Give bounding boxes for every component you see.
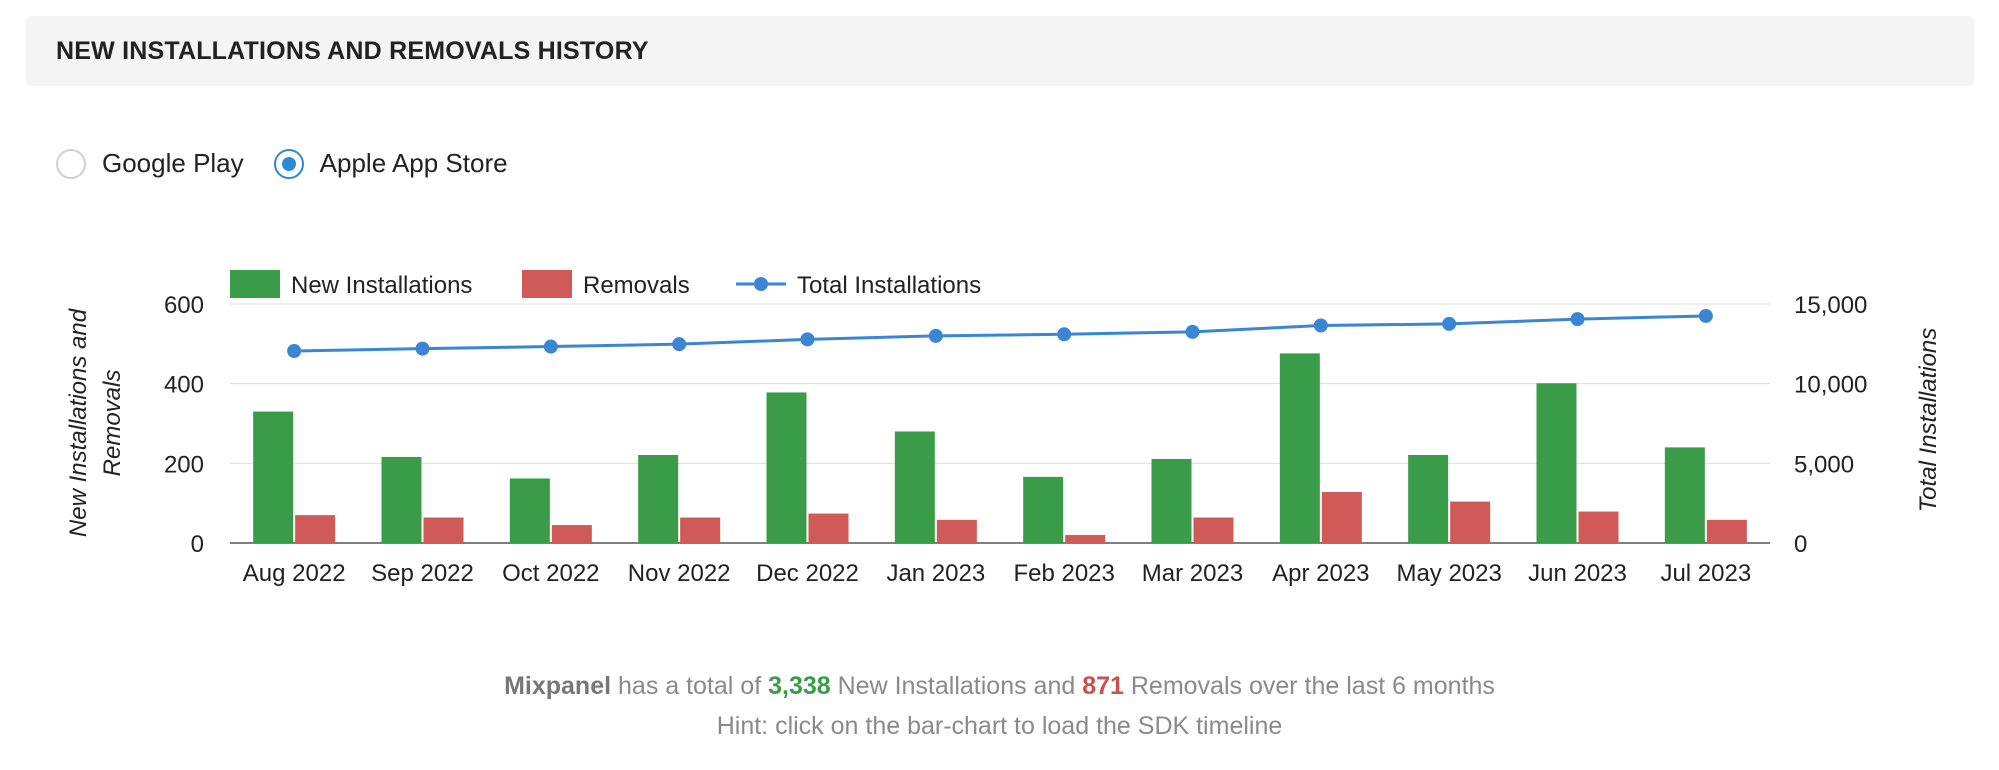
- removals-bar[interactable]: [1706, 519, 1747, 543]
- total-installations-line: [294, 314, 1706, 353]
- legend-label-removals: Removals: [583, 272, 690, 299]
- total-installations-point[interactable]: [415, 341, 430, 356]
- new-installations-bar[interactable]: [894, 431, 935, 543]
- panel-header: NEW INSTALLATIONS AND REMOVALS HISTORY: [26, 16, 1974, 86]
- total-installations-point[interactable]: [1057, 327, 1072, 342]
- new-installations-bar[interactable]: [1023, 476, 1064, 543]
- total-installations-point[interactable]: [1698, 308, 1713, 323]
- total-installations-point[interactable]: [1185, 324, 1200, 339]
- apple-app-store-label: Apple App Store: [319, 148, 508, 178]
- new-installations-bar[interactable]: [381, 456, 422, 543]
- removals-bar[interactable]: [808, 513, 849, 543]
- new-installations-bar[interactable]: [1279, 353, 1320, 543]
- total-installations-point[interactable]: [928, 328, 943, 343]
- y-tick-label: 0: [191, 531, 204, 558]
- summary-text-2: New Installations and: [830, 672, 1083, 700]
- google-play-label: Google Play: [102, 148, 244, 178]
- x-tick-label: Jan 2023: [886, 560, 985, 587]
- summary-removals: 871: [1082, 672, 1124, 700]
- y-tick-label: 400: [164, 372, 204, 399]
- new-installations-bar[interactable]: [1151, 458, 1192, 543]
- new-installations-bar[interactable]: [253, 411, 294, 543]
- apple-app-store-radio[interactable]: [273, 148, 304, 179]
- x-tick-label: Nov 2022: [628, 560, 731, 587]
- removals-bar[interactable]: [295, 515, 336, 543]
- y2-tick-label: 0: [1794, 531, 1807, 558]
- total-installations-point[interactable]: [1313, 318, 1328, 333]
- summary-text-3: Removals over the last 6 months: [1123, 672, 1495, 700]
- y-axis-title: New Installations and Removals: [65, 308, 126, 537]
- new-installations-bar[interactable]: [766, 392, 807, 543]
- x-tick-label: Sep 2022: [371, 560, 474, 587]
- legend-swatch-removals: [522, 270, 572, 298]
- new-installations-bar[interactable]: [638, 454, 679, 543]
- y2-tick-label: 5,000: [1794, 451, 1854, 478]
- x-tick-label: Jul 2023: [1660, 560, 1751, 587]
- total-installations-point[interactable]: [287, 344, 302, 359]
- y2-tick-label: 15,000: [1794, 292, 1867, 319]
- total-installations-point[interactable]: [1442, 316, 1457, 331]
- y2-tick-label: 10,000: [1794, 372, 1867, 399]
- total-installations-point[interactable]: [672, 337, 687, 352]
- removals-bar[interactable]: [423, 517, 464, 543]
- x-tick-label: Oct 2022: [502, 560, 599, 587]
- removals-bar[interactable]: [1450, 501, 1491, 543]
- x-tick-label: Apr 2023: [1272, 560, 1369, 587]
- store-options: Google Play Apple App Store: [56, 148, 538, 179]
- removals-bar[interactable]: [1065, 535, 1106, 543]
- legend-label-installations: New Installations: [291, 272, 472, 299]
- x-tick-label: May 2023: [1396, 560, 1501, 587]
- removals-bar[interactable]: [1193, 517, 1234, 543]
- y-tick-label: 600: [164, 292, 204, 319]
- removals-bar[interactable]: [936, 519, 977, 543]
- new-installations-bar[interactable]: [1408, 454, 1449, 543]
- summary-text-1: has a total of: [611, 672, 769, 700]
- new-installations-bar[interactable]: [509, 478, 550, 543]
- google-play-radio[interactable]: [56, 148, 86, 179]
- total-installations-point[interactable]: [543, 339, 558, 354]
- y2-axis-title: Total Installations: [1915, 328, 1942, 513]
- y-tick-label: 200: [164, 451, 204, 478]
- x-tick-label: Aug 2022: [243, 560, 346, 587]
- x-tick-label: Mar 2023: [1142, 560, 1243, 587]
- removals-bar[interactable]: [551, 525, 592, 543]
- removals-bar[interactable]: [680, 517, 721, 543]
- legend-swatch-installations: [230, 270, 280, 298]
- removals-bar[interactable]: [1578, 511, 1619, 543]
- installations-chart[interactable]: 0 200 400 600 0 5,000 10,000 15,000 New Installa…: [0, 0, 1999, 640]
- total-installations-point[interactable]: [800, 332, 815, 347]
- panel-title: NEW INSTALLATIONS AND REMOVALS HISTORY: [56, 36, 649, 65]
- legend-swatch-total-point: [754, 277, 768, 291]
- summary-installs: 3,338: [768, 672, 831, 700]
- apple-app-store-option[interactable]: Apple App Store: [273, 148, 508, 179]
- legend-label-total: Total Installations: [797, 272, 981, 299]
- new-installations-bar[interactable]: [1664, 447, 1705, 543]
- removals-bar[interactable]: [1321, 492, 1362, 543]
- summary-brand: Mixpanel: [504, 672, 612, 700]
- x-tick-label: Jun 2023: [1528, 560, 1627, 587]
- total-installations-point[interactable]: [1570, 312, 1585, 327]
- hint-text: Hint: click on the bar-chart to load the…: [716, 712, 1283, 740]
- summary-text: Mixpanel has a total of 3,338 New Instal…: [0, 672, 1999, 701]
- x-tick-label: Dec 2022: [756, 560, 859, 587]
- google-play-option[interactable]: Google Play: [56, 148, 244, 179]
- new-installations-bar[interactable]: [1536, 383, 1577, 543]
- x-tick-label: Feb 2023: [1013, 560, 1114, 587]
